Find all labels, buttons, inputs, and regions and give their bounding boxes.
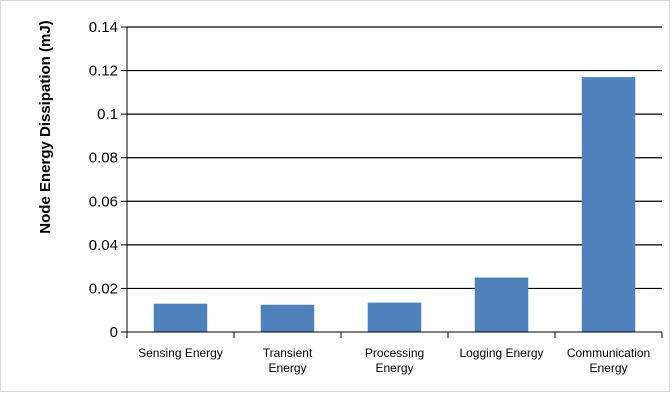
bar [367,302,422,332]
y-tick-label: 0.08 [89,150,118,167]
bar [260,304,315,332]
y-tick-label: 0.1 [97,106,118,123]
y-axis-label: Node Energy Dissipation (mJ) [37,20,54,233]
bar [153,303,208,332]
bars [153,77,636,332]
axes [121,26,663,338]
x-tick-labels: Sensing Energy Transient Energy Processing E… [138,346,650,375]
y-tick-label: 0.04 [89,237,118,254]
x-tick-label: Communication Energy [567,346,650,375]
x-tick-label: Sensing Energy [138,346,223,360]
x-tick-label: Logging Energy [459,346,543,360]
gridlines [127,26,662,290]
y-tick-label: 0.12 [89,63,118,80]
x-tick-label: Transient Energy [263,346,313,375]
y-tick-label: 0.02 [89,280,118,297]
y-tick-label: 0.14 [89,19,118,36]
bar [581,77,636,332]
y-tick-labels: 0 0.02 0.04 0.06 0.08 0.1 0.12 0.14 [89,19,118,341]
bar [474,277,529,332]
y-tick-label: 0 [110,324,118,341]
y-tick-label: 0.06 [89,193,118,210]
x-tick-label: Processing Energy [365,346,424,375]
